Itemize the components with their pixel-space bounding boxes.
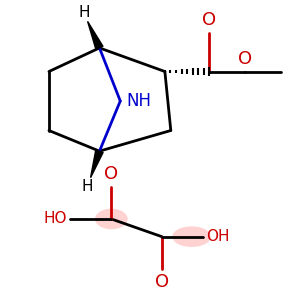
Text: O: O (238, 50, 252, 68)
Text: O: O (202, 11, 217, 29)
Text: O: O (155, 273, 169, 291)
Ellipse shape (95, 209, 128, 229)
Text: H: H (79, 5, 90, 20)
Text: H: H (82, 179, 93, 194)
Text: HO: HO (43, 212, 67, 226)
Ellipse shape (172, 226, 211, 247)
Text: NH: NH (126, 92, 151, 110)
Text: O: O (104, 165, 118, 183)
Polygon shape (91, 150, 103, 178)
Text: OH: OH (206, 229, 230, 244)
Polygon shape (88, 21, 103, 50)
